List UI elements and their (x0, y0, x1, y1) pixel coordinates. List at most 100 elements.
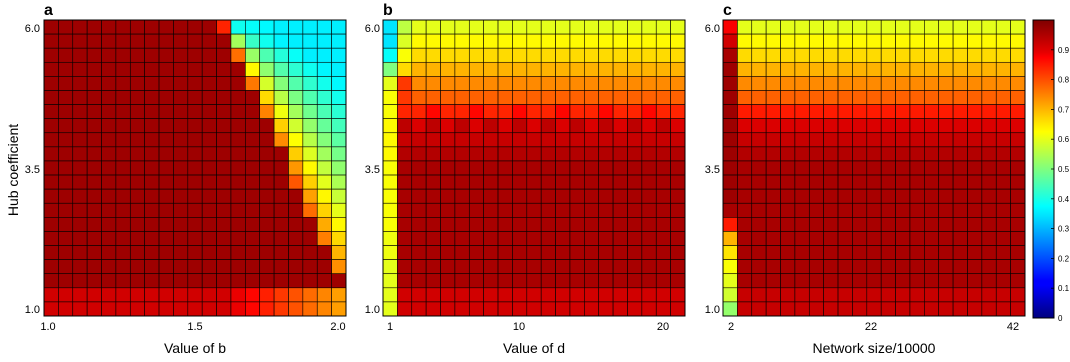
heatmap-cell (526, 19, 542, 35)
heatmap-cell (316, 132, 332, 148)
heatmap-cell (780, 287, 796, 303)
heatmap-cell (866, 146, 882, 162)
heatmap-cell (612, 33, 628, 49)
heatmap-cell (981, 160, 997, 176)
heatmap-cell (115, 146, 131, 162)
heatmap-cell (316, 301, 332, 317)
heatmap-cell (144, 287, 160, 303)
heatmap-cell (737, 61, 753, 77)
heatmap-cell (751, 160, 767, 176)
heatmap-cell (43, 90, 59, 105)
heatmap-cell (144, 231, 160, 246)
heatmap-cell (641, 259, 657, 275)
x-tick-label: 20 (657, 321, 669, 333)
heatmap-cell (115, 202, 131, 218)
heatmap-cell (794, 76, 810, 91)
heatmap-cell (641, 76, 657, 91)
heatmap-cell (512, 188, 528, 204)
heatmap-cell (512, 146, 528, 162)
heatmap-cell (273, 188, 289, 204)
heatmap-cell (129, 287, 145, 303)
heatmap-cell (497, 259, 513, 275)
heatmap-cell (273, 301, 289, 317)
heatmap-cell (230, 202, 246, 218)
heatmap-cell (512, 33, 528, 49)
heatmap-cell (216, 231, 232, 246)
heatmap-cell (187, 188, 203, 204)
heatmap-cell (823, 160, 839, 176)
heatmap-cell (598, 231, 614, 246)
heatmap-cell (938, 146, 954, 162)
heatmap-cell (612, 287, 628, 303)
heatmap-cell (58, 273, 74, 289)
heatmap-cell (924, 146, 940, 162)
heatmap-cell (230, 188, 246, 204)
heatmap-cell (115, 76, 131, 91)
heatmap-cell (115, 273, 131, 289)
heatmap-cell (144, 259, 160, 275)
heatmap-cell (794, 174, 810, 190)
heatmap-cell (967, 118, 983, 134)
heatmap-cell (230, 217, 246, 232)
heatmap-cell (598, 202, 614, 218)
heatmap-cell (555, 217, 571, 232)
heatmap-cell (468, 202, 484, 218)
heatmap-cell (852, 259, 868, 275)
heatmap-cell (72, 188, 88, 204)
heatmap-cell (454, 301, 470, 317)
heatmap-cell (245, 61, 261, 77)
heatmap-cell (751, 146, 767, 162)
heatmap-cell (598, 61, 614, 77)
heatmap-cell (655, 287, 671, 303)
heatmap-cell (411, 33, 427, 49)
heatmap-cell (722, 188, 738, 204)
heatmap-cell (852, 287, 868, 303)
heatmap-cell (230, 287, 246, 303)
heatmap-cell (72, 61, 88, 77)
y-ticks-b: 6.0 3.5 1.0 (365, 23, 380, 316)
heatmap-cell (144, 245, 160, 260)
x-ticks-c: 2 22 42 (728, 321, 1019, 333)
heatmap-cell (259, 202, 275, 218)
heatmap-cell (823, 245, 839, 260)
heatmap-cell (512, 217, 528, 232)
heatmap-cell (808, 231, 824, 246)
heatmap-cell (425, 90, 441, 105)
heatmap-cell (737, 174, 753, 190)
heatmap-cell (967, 245, 983, 260)
heatmap-cell (43, 259, 59, 275)
heatmap-cell (526, 61, 542, 77)
heatmap-cell (101, 259, 117, 275)
heatmap-cell (598, 146, 614, 162)
x-tick-label: 1 (387, 321, 393, 333)
heatmap-cell (101, 160, 117, 176)
heatmap-cell (129, 301, 145, 317)
heatmap-cell (938, 47, 954, 63)
heatmap-cell (58, 217, 74, 232)
heatmap-cell (737, 160, 753, 176)
heatmap-cell (722, 174, 738, 190)
heatmap-cell (670, 19, 686, 35)
heatmap-cell (411, 132, 427, 148)
heatmap-cell (852, 132, 868, 148)
heatmap-cell (468, 231, 484, 246)
heatmap-cell (598, 118, 614, 134)
heatmap-cell (569, 47, 585, 63)
heatmap-cell (895, 217, 911, 232)
heatmap-cell (737, 47, 753, 63)
heatmap-cell (288, 76, 304, 91)
heatmap-cell (1010, 76, 1026, 91)
heatmap-cell (584, 188, 600, 204)
heatmap-cell (316, 33, 332, 49)
heatmap-cell (780, 202, 796, 218)
heatmap-cell (765, 188, 781, 204)
heatmap-cell (86, 259, 102, 275)
heatmap-cell (569, 90, 585, 105)
heatmap-cell (670, 287, 686, 303)
heatmap-cell (952, 33, 968, 49)
heatmap-cell (72, 19, 88, 35)
heatmap-cell (454, 202, 470, 218)
heatmap-cell (382, 118, 398, 134)
heatmap-cell (382, 33, 398, 49)
heatmap-cell (598, 259, 614, 275)
